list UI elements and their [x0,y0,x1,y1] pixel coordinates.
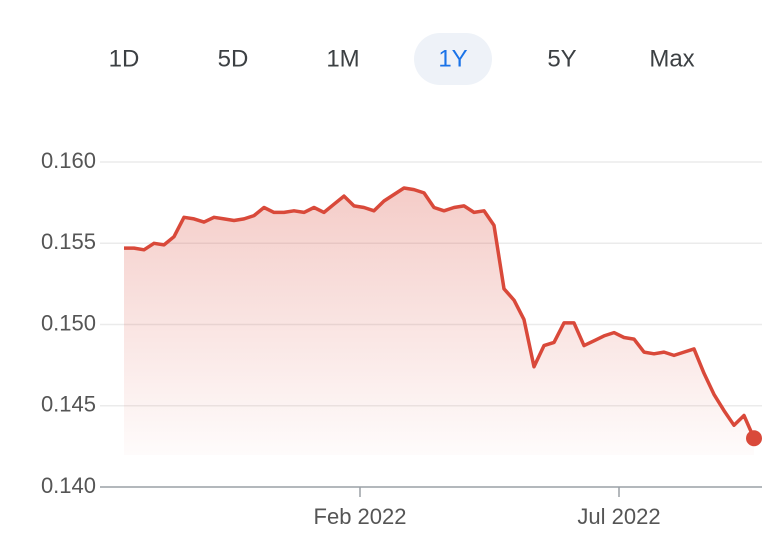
range-tab[interactable]: 5Y [547,45,576,72]
range-tab[interactable]: 1M [326,45,359,72]
price-line [124,186,756,440]
y-tick-label: 0.145 [41,392,96,417]
range-tab[interactable]: 1D [109,45,140,72]
x-tick-label: Jul 2022 [577,504,660,529]
y-tick-label: 0.155 [41,229,96,254]
x-tick-label: Feb 2022 [314,504,407,529]
last-point [746,430,762,447]
range-tab[interactable]: Max [649,45,694,72]
y-tick-label: 0.150 [41,310,96,335]
range-tab[interactable]: 1Y [438,45,467,72]
area [124,188,754,455]
y-tick-label: 0.160 [41,148,96,173]
selected-tab-bg [414,33,492,85]
y-tick-label: 0.140 [41,473,96,498]
range-tab[interactable]: 5D [218,45,249,72]
